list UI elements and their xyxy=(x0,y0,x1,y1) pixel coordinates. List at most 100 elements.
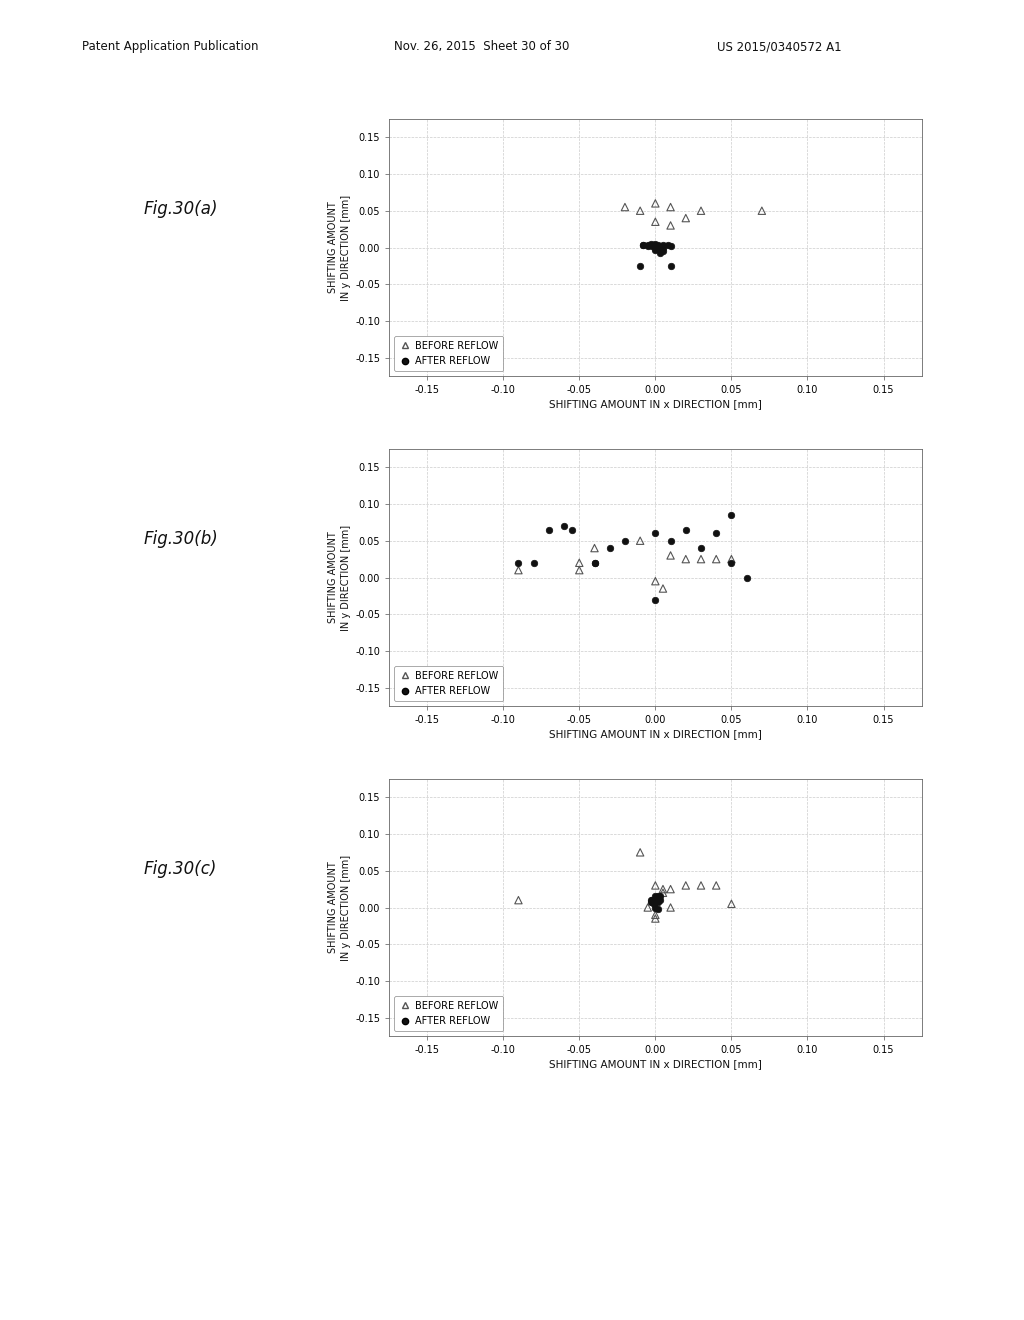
Point xyxy=(643,891,659,912)
Point xyxy=(643,234,659,255)
Point xyxy=(648,888,665,909)
Point xyxy=(663,898,679,919)
Point xyxy=(723,504,739,525)
Point xyxy=(651,243,668,264)
Legend: BEFORE REFLOW, AFTER REFLOW: BEFORE REFLOW, AFTER REFLOW xyxy=(394,665,504,701)
Y-axis label: SHIFTING AMOUNT
IN y DIRECTION [mm]: SHIFTING AMOUNT IN y DIRECTION [mm] xyxy=(328,194,351,301)
Point xyxy=(616,531,633,552)
Point xyxy=(650,891,667,912)
Point xyxy=(659,235,676,256)
Point xyxy=(678,207,694,228)
Text: Fig.30(a): Fig.30(a) xyxy=(143,199,218,218)
Point xyxy=(632,201,648,222)
Point xyxy=(632,842,648,863)
Point xyxy=(647,886,664,907)
Point xyxy=(647,570,664,591)
Point xyxy=(587,552,603,573)
Point xyxy=(654,879,671,900)
Point xyxy=(678,549,694,570)
Point xyxy=(571,560,588,581)
Legend: BEFORE REFLOW, AFTER REFLOW: BEFORE REFLOW, AFTER REFLOW xyxy=(394,335,504,371)
Point xyxy=(646,894,663,915)
Point xyxy=(571,552,588,573)
Point xyxy=(510,890,526,911)
Y-axis label: SHIFTING AMOUNT
IN y DIRECTION [mm]: SHIFTING AMOUNT IN y DIRECTION [mm] xyxy=(328,524,351,631)
X-axis label: SHIFTING AMOUNT IN x DIRECTION [mm]: SHIFTING AMOUNT IN x DIRECTION [mm] xyxy=(549,1060,762,1069)
Point xyxy=(723,549,739,570)
Point xyxy=(650,235,667,256)
Point xyxy=(693,537,710,558)
Point xyxy=(644,890,660,911)
Point xyxy=(650,899,667,920)
Point xyxy=(510,560,526,581)
Point xyxy=(663,531,679,552)
Point xyxy=(541,519,557,540)
Point xyxy=(663,197,679,218)
Point xyxy=(678,875,694,896)
Point xyxy=(663,255,679,276)
Point xyxy=(587,537,603,558)
Point xyxy=(647,904,664,925)
Point xyxy=(510,552,526,573)
Point xyxy=(651,890,668,911)
Point xyxy=(654,882,671,903)
Point xyxy=(647,234,664,255)
Point xyxy=(647,235,664,256)
X-axis label: SHIFTING AMOUNT IN x DIRECTION [mm]: SHIFTING AMOUNT IN x DIRECTION [mm] xyxy=(549,730,762,739)
Point xyxy=(654,240,671,261)
Point xyxy=(601,537,617,558)
Point xyxy=(525,552,542,573)
Point xyxy=(647,193,664,214)
Point xyxy=(647,875,664,896)
Point xyxy=(754,201,770,222)
Point xyxy=(654,238,671,259)
Point xyxy=(663,545,679,566)
Point xyxy=(635,235,651,256)
Text: Fig.30(b): Fig.30(b) xyxy=(143,529,218,548)
Y-axis label: SHIFTING AMOUNT
IN y DIRECTION [mm]: SHIFTING AMOUNT IN y DIRECTION [mm] xyxy=(328,854,351,961)
Point xyxy=(678,519,694,540)
Point xyxy=(587,552,603,573)
Point xyxy=(663,215,679,236)
Point xyxy=(654,235,671,256)
Point xyxy=(647,211,664,232)
Text: Patent Application Publication: Patent Application Publication xyxy=(82,40,258,53)
Point xyxy=(640,235,656,256)
Point xyxy=(647,239,664,260)
Point xyxy=(647,898,664,919)
Point xyxy=(647,589,664,610)
Point xyxy=(616,197,633,218)
Point xyxy=(738,568,755,589)
Point xyxy=(708,523,724,544)
Point xyxy=(654,578,671,599)
Point xyxy=(640,898,656,919)
Point xyxy=(651,886,668,907)
Point xyxy=(644,891,660,912)
Point xyxy=(643,890,659,911)
Text: Nov. 26, 2015  Sheet 30 of 30: Nov. 26, 2015 Sheet 30 of 30 xyxy=(394,40,569,53)
Point xyxy=(650,886,667,907)
Point xyxy=(663,879,679,900)
Point xyxy=(708,549,724,570)
Point xyxy=(693,549,710,570)
Point xyxy=(632,531,648,552)
Point xyxy=(693,875,710,896)
Point xyxy=(647,908,664,929)
Point xyxy=(723,894,739,915)
Text: US 2015/0340572 A1: US 2015/0340572 A1 xyxy=(717,40,842,53)
Legend: BEFORE REFLOW, AFTER REFLOW: BEFORE REFLOW, AFTER REFLOW xyxy=(394,995,504,1031)
Point xyxy=(693,201,710,222)
X-axis label: SHIFTING AMOUNT IN x DIRECTION [mm]: SHIFTING AMOUNT IN x DIRECTION [mm] xyxy=(549,400,762,409)
Point xyxy=(644,235,660,256)
Point xyxy=(632,255,648,276)
Point xyxy=(556,515,572,536)
Point xyxy=(647,523,664,544)
Text: Fig.30(c): Fig.30(c) xyxy=(143,859,217,878)
Point xyxy=(708,875,724,896)
Point xyxy=(647,238,664,259)
Point xyxy=(563,519,580,540)
Point xyxy=(663,235,679,256)
Point xyxy=(723,552,739,573)
Point xyxy=(651,239,668,260)
Point xyxy=(635,235,651,256)
